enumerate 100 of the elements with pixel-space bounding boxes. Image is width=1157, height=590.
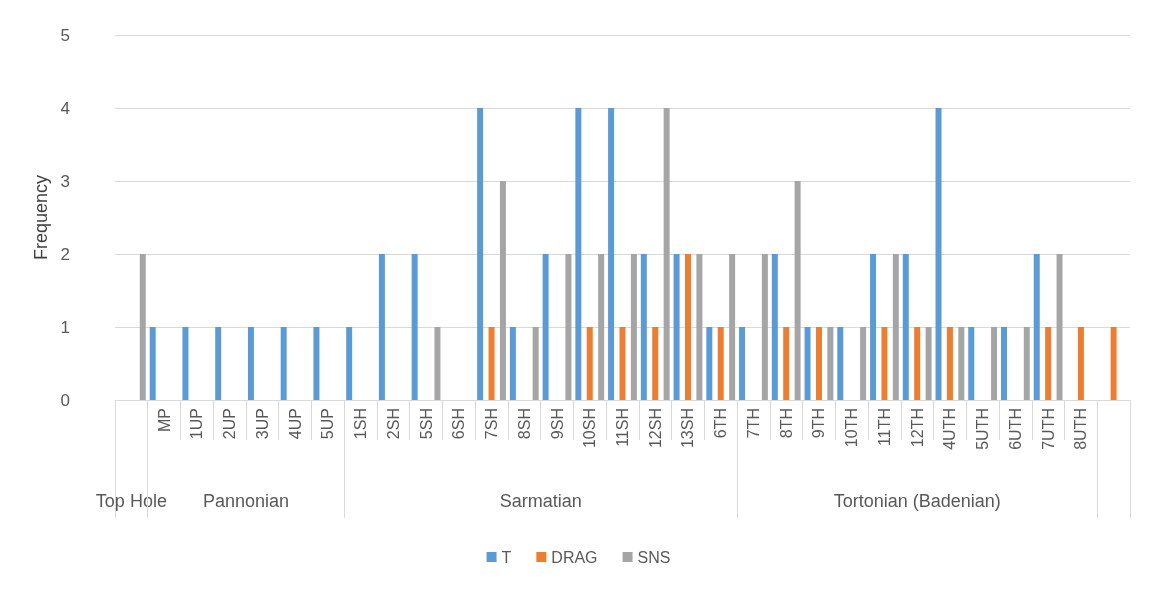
bar <box>1001 327 1007 400</box>
x-tick-label: 1SH <box>352 408 370 440</box>
x-tick-label: 7UTH <box>1039 408 1057 450</box>
bar <box>946 327 953 400</box>
bar <box>378 254 385 400</box>
bar <box>586 327 593 400</box>
x-tick-label: 1UP <box>188 408 206 440</box>
text: Top Hole <box>95 491 167 511</box>
bar <box>663 108 670 400</box>
x-tick-label: 5UP <box>319 408 337 440</box>
x-tick-label: 12SH <box>646 408 664 449</box>
bar <box>706 327 713 400</box>
x-tick-label: 10SH <box>581 408 599 449</box>
x-tick-label: MP <box>155 408 173 432</box>
bar <box>991 327 998 400</box>
bar <box>794 181 801 400</box>
x-tick-label: 10TH <box>843 408 861 448</box>
bar <box>640 254 647 400</box>
bar <box>411 254 418 400</box>
bar <box>815 327 822 400</box>
bar <box>509 327 516 400</box>
x-tick-label: 11SH <box>614 408 631 447</box>
bar <box>804 327 811 400</box>
bar <box>149 327 156 400</box>
y-tick-label: 1 <box>60 317 70 337</box>
bar <box>860 327 867 400</box>
bar <box>139 254 146 400</box>
bar <box>696 254 703 400</box>
x-tick-label: 4UP <box>286 408 304 440</box>
bar <box>477 108 484 400</box>
bar <box>630 254 637 400</box>
bar <box>313 327 320 400</box>
text: Sarmatian <box>499 491 582 511</box>
bar <box>717 327 724 400</box>
bar <box>565 254 572 400</box>
x-tick-label: 8SH <box>515 408 533 440</box>
bar <box>1045 327 1052 400</box>
x-tick-label: 2SH <box>384 408 402 440</box>
bar <box>925 327 932 400</box>
bar <box>739 327 746 400</box>
x-tick-label: 8UTH <box>1072 408 1090 450</box>
x-tick-label: 5SH <box>417 408 435 440</box>
y-axis-title: Frequency <box>30 174 51 261</box>
bar <box>182 327 189 400</box>
bar <box>1033 254 1040 400</box>
x-tick-label: 7SH <box>483 408 501 440</box>
y-tick-label: 4 <box>60 98 70 118</box>
bar <box>902 254 909 400</box>
bar <box>652 327 659 400</box>
bar <box>434 327 441 400</box>
bar <box>215 327 222 400</box>
x-tick-label: 9SH <box>548 408 566 440</box>
x-tick-label: 9TH <box>810 408 828 439</box>
bar <box>1077 327 1084 400</box>
x-tick-label: 6TH <box>712 408 730 439</box>
bar <box>783 327 790 400</box>
x-tick-label: 13SH <box>679 408 697 449</box>
x-tick-label: 3UP <box>253 408 271 440</box>
legend-label: SNS <box>637 548 671 566</box>
bar <box>542 254 549 400</box>
y-tick-label: 5 <box>60 25 70 45</box>
bar <box>247 327 254 400</box>
bar <box>488 327 495 400</box>
bar <box>575 108 582 400</box>
bar <box>837 327 844 400</box>
x-tick-label: 12TH <box>908 408 926 448</box>
bar <box>673 254 680 400</box>
bar <box>1110 327 1117 400</box>
bar <box>827 327 834 400</box>
bar <box>958 327 965 400</box>
bar <box>935 108 942 400</box>
x-tick-label: 2UP <box>221 408 239 440</box>
text: Pannonian <box>202 491 290 511</box>
bar <box>968 327 975 400</box>
bar <box>532 327 539 400</box>
bar <box>771 254 778 400</box>
bar <box>729 254 736 400</box>
legend-label: DRAG <box>551 548 598 566</box>
text: Tortonian (Badenian) <box>833 491 1001 511</box>
bar <box>892 254 899 400</box>
x-tick-label: 6UTH <box>1006 408 1024 450</box>
bar <box>499 181 506 400</box>
y-tick-label: 3 <box>60 171 70 191</box>
legend-label: T <box>501 548 512 566</box>
x-tick-label: 7TH <box>744 408 762 439</box>
x-tick-label: 11TH <box>875 408 893 446</box>
bar <box>346 327 353 400</box>
bar <box>870 254 877 400</box>
bar <box>1056 254 1063 400</box>
bar <box>914 327 921 400</box>
x-tick-label: 8TH <box>777 408 795 439</box>
bar <box>598 254 605 400</box>
bar <box>761 254 768 400</box>
x-tick-label: 5UTH <box>974 408 992 450</box>
x-tick-label: 6SH <box>450 408 468 440</box>
bar <box>608 108 615 400</box>
bar <box>1023 327 1030 400</box>
x-tick-label: 4UTH <box>941 408 959 450</box>
bar <box>684 254 691 400</box>
y-tick-label: 0 <box>60 390 70 410</box>
